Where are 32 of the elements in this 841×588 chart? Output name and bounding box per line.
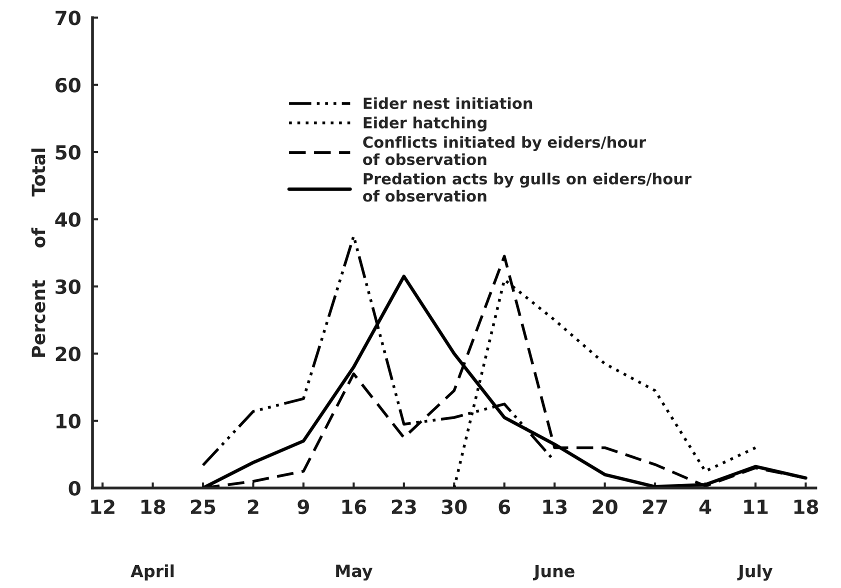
- y-tick-label: 30: [56, 279, 80, 294]
- y-tick-label: 20: [56, 346, 80, 362]
- y-tick-label: 50: [56, 144, 80, 160]
- y-tick-label: 70: [56, 10, 80, 26]
- legend-label: Predation acts by gulls on eiders/hour of observation: [363, 172, 692, 202]
- text: June: [533, 564, 574, 580]
- x-tick-label: 13: [543, 499, 567, 514]
- text: July: [737, 564, 773, 581]
- x-tick-label: 16: [342, 500, 366, 514]
- y-tick-label: 40: [55, 212, 80, 227]
- x-tick-label: 11: [744, 500, 768, 514]
- x-tick-label: 9: [298, 500, 309, 514]
- y-tick-label: 60: [56, 78, 80, 93]
- text: April: [130, 564, 174, 581]
- x-tick-label: 23: [392, 499, 416, 514]
- x-tick-label: 20: [592, 499, 618, 514]
- x-tick-label: 25: [191, 499, 216, 514]
- text: May: [336, 564, 372, 581]
- x-tick-label: 2: [248, 499, 258, 514]
- x-tick-label: 18: [141, 499, 166, 514]
- x-tick-label: 27: [643, 499, 668, 514]
- x-tick-label: 4: [699, 500, 712, 514]
- legend-label: Eider nest initiation: [364, 97, 532, 110]
- y-tick-label: 10: [56, 414, 80, 429]
- legend-label: Conflicts initiated by eiders/hour of observation: [363, 136, 646, 166]
- y-tick-label: 0: [68, 480, 80, 496]
- legend-label: Eider hatching: [364, 116, 486, 132]
- x-tick-label: 30: [442, 499, 467, 514]
- x-tick-label: 12: [91, 499, 114, 514]
- x-tick-label: 18: [794, 499, 818, 514]
- x-tick-label: 6: [498, 500, 510, 514]
- y-axis-title: Percent of Total: [31, 148, 46, 357]
